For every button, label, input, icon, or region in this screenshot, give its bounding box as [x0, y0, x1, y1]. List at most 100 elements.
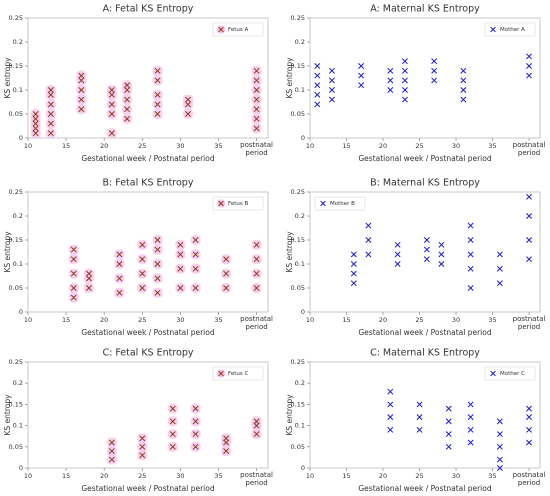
data-point — [467, 265, 474, 272]
data-point — [192, 431, 199, 438]
data-point — [445, 418, 452, 425]
y-tick-label: 0.05 — [291, 110, 305, 118]
data-point — [116, 275, 123, 282]
x-tick-label: 30 — [452, 472, 460, 480]
data-point — [192, 418, 199, 425]
data-point — [416, 426, 423, 433]
data-point — [467, 426, 474, 433]
x-tick-label: 20 — [100, 316, 108, 324]
x-tick-label: 10 — [24, 316, 32, 324]
data-point — [253, 285, 260, 291]
data-point — [496, 251, 503, 258]
x-tick-label: 30 — [176, 316, 184, 324]
x-tick-label: 10 — [306, 472, 314, 480]
data-point — [124, 115, 131, 122]
panel: A: Fetal KS Entropy KS entropy Gestational… — [3, 4, 269, 163]
x-tick-label: postnatal period — [512, 471, 546, 487]
plot-frame — [27, 191, 269, 313]
data-point — [108, 130, 115, 137]
data-point — [47, 120, 54, 127]
data-point — [32, 120, 39, 127]
data-point — [78, 77, 85, 84]
data-point — [70, 246, 77, 253]
data-point — [423, 246, 430, 253]
data-point — [223, 448, 230, 454]
data-point — [467, 439, 474, 446]
data-point — [47, 91, 54, 98]
y-tick-label: 0.25 — [9, 188, 23, 196]
x-tick-label: 10 — [24, 472, 32, 480]
chart-title: A: Maternal KS Entropy — [370, 4, 480, 15]
y-axis-label: KS entropy — [285, 57, 294, 99]
panel: B: Fetal KS Entropy KS entropy Gestational… — [3, 178, 269, 337]
data-point — [526, 63, 533, 69]
plot-frame — [309, 361, 541, 469]
data-point — [350, 280, 357, 287]
data-point — [328, 87, 335, 93]
y-tick-label: 0 — [301, 134, 305, 142]
data-point — [467, 401, 474, 408]
data-point — [460, 96, 467, 103]
x-tick-label: 20 — [100, 472, 108, 480]
data-point — [401, 77, 408, 84]
x-tick-label: 15 — [62, 472, 70, 480]
y-tick-label: 0.1 — [295, 422, 305, 430]
x-tick-label: 25 — [138, 472, 146, 480]
data-point — [154, 77, 161, 84]
data-point — [431, 58, 438, 65]
data-point — [177, 285, 184, 291]
data-point — [116, 261, 123, 267]
data-point — [139, 443, 146, 450]
y-tick-label: 0.25 — [9, 358, 23, 366]
data-point — [192, 237, 199, 243]
data-point — [108, 87, 115, 93]
data-point — [185, 96, 191, 103]
x-tick-label: postnatal period — [240, 471, 273, 487]
y-tick-label: 0.05 — [9, 110, 23, 118]
y-tick-label: 0 — [301, 308, 305, 316]
legend-marker — [490, 370, 496, 377]
data-point — [223, 439, 230, 446]
x-axis-label: Gestational week / Postnatal period — [81, 328, 214, 337]
data-point — [169, 418, 176, 425]
data-point — [192, 405, 199, 412]
data-point — [177, 251, 184, 258]
data-point — [496, 418, 503, 425]
data-point — [139, 435, 146, 442]
chart-title: B: Fetal KS Entropy — [103, 178, 194, 189]
x-tick-label: 25 — [138, 142, 146, 150]
plot-frame — [309, 17, 541, 139]
x-tick-label: 20 — [379, 316, 387, 324]
data-point — [445, 431, 452, 438]
data-point — [70, 285, 77, 291]
legend-box — [484, 366, 536, 381]
legend-box — [212, 366, 264, 381]
y-tick-label: 0 — [19, 134, 23, 142]
data-point — [124, 87, 131, 93]
x-tick-label: 20 — [100, 142, 108, 150]
x-axis-label: Gestational week / Postnatal period — [358, 154, 491, 163]
data-point — [496, 443, 503, 450]
chart-title: C: Maternal KS Entropy — [370, 348, 480, 359]
legend-label: Fetus A — [228, 27, 249, 33]
y-axis-label: KS entropy — [285, 394, 294, 436]
data-point — [438, 261, 445, 267]
y-tick-label: 0 — [301, 464, 305, 472]
data-point — [78, 72, 85, 79]
data-point — [223, 435, 230, 442]
data-point — [526, 405, 533, 412]
chart-title: B: Maternal KS Entropy — [370, 178, 480, 189]
legend-box — [212, 196, 264, 211]
x-tick-label: 15 — [342, 142, 350, 150]
data-point — [47, 101, 54, 108]
data-point — [526, 256, 533, 263]
data-point — [467, 222, 474, 229]
data-point — [314, 82, 321, 89]
data-point — [154, 246, 161, 253]
panel: C: Fetal KS Entropy KS entropy Gestational… — [3, 348, 269, 493]
data-point — [496, 456, 503, 463]
y-axis-label: KS entropy — [3, 394, 12, 436]
y-tick-label: 0.2 — [13, 379, 23, 387]
